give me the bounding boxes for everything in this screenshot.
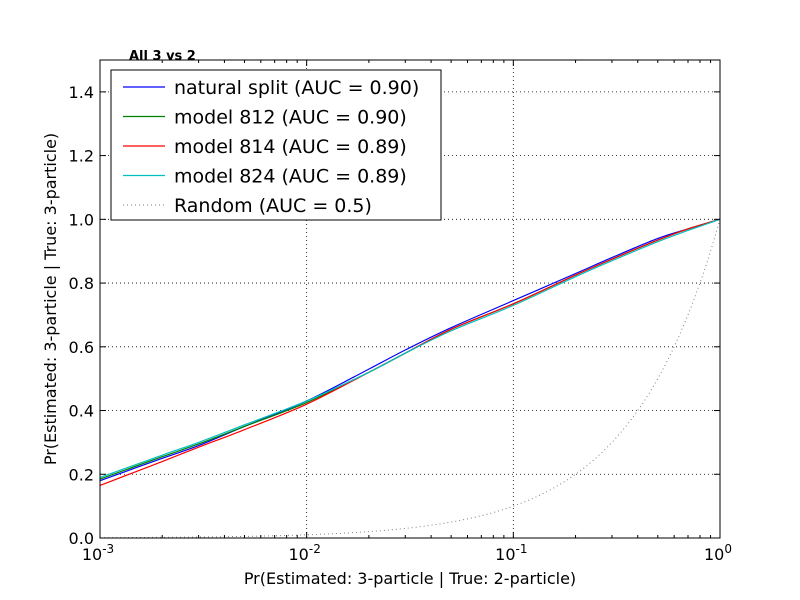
legend-label: Random (AUC = 0.5) [174, 195, 372, 217]
x-tick-label: 10-1 [495, 542, 527, 564]
y-axis-label: Pr(Estimated: 3-particle | True: 3-parti… [41, 133, 60, 465]
legend-box [110, 69, 442, 221]
axis-ticks: 10-3 10-2 10-1 100 0.0 0.2 0.4 0.6 0.8 1.0 1.2 1.4 [69, 60, 732, 564]
y-tick-label: 1.0 [69, 210, 94, 229]
y-tick-label: 0.0 [69, 529, 94, 548]
legend-label: model 812 (AUC = 0.90) [174, 107, 407, 129]
x-tick-label: 100 [704, 542, 732, 564]
x-tick-label: 10-2 [289, 542, 321, 564]
y-tick-label: 1.4 [69, 83, 94, 102]
plot-area [99, 218, 721, 539]
y-tick-label: 0.4 [69, 402, 94, 421]
chart-title: All 3 vs 2 [129, 49, 196, 64]
y-tick-label: 0.2 [69, 465, 94, 484]
y-tick-label: 1.2 [69, 147, 94, 166]
series-line-3 [99, 218, 721, 479]
series-line-2 [99, 218, 721, 486]
y-tick-label: 0.6 [69, 338, 94, 357]
y-tick-label: 0.8 [69, 274, 94, 293]
axes-frame [99, 59, 721, 539]
legend: natural split (AUC = 0.90) model 812 (AUC… [110, 69, 442, 221]
x-tick-label: 10-3 [82, 542, 114, 564]
legend-label: model 814 (AUC = 0.89) [174, 136, 407, 158]
x-axis-label: Pr(Estimated: 3-particle | True: 2-parti… [244, 569, 576, 588]
series-line-0 [99, 218, 721, 482]
legend-label: natural split (AUC = 0.90) [174, 77, 419, 99]
legend-label: model 824 (AUC = 0.89) [174, 166, 407, 188]
